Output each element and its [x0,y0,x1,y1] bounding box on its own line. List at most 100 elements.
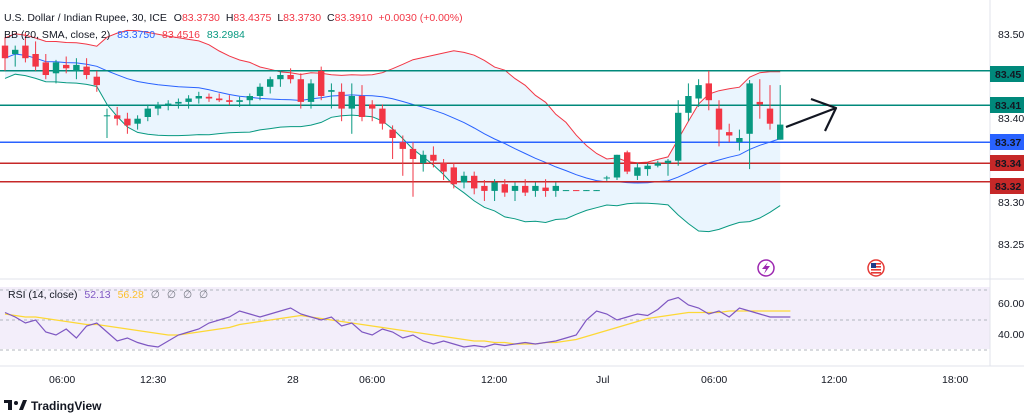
candle[interactable] [369,100,376,122]
us-flag-icon[interactable] [867,259,885,277]
candle[interactable] [226,95,233,106]
level-tag: 83.45 [995,69,1021,81]
candle[interactable] [12,45,19,67]
candle[interactable] [93,70,100,92]
candle[interactable] [216,93,223,102]
rsi-pane[interactable] [0,289,990,351]
time-tick: 06:00 [49,374,75,386]
price-axis[interactable]: 83.500 83.400 83.300 83.250 [998,29,1024,251]
candle[interactable] [603,175,610,181]
candle[interactable] [144,104,151,122]
tradingview-logo[interactable]: TradingView [4,399,102,413]
candle[interactable] [736,129,743,151]
candle[interactable] [318,66,325,101]
candle-body [389,129,396,138]
candle[interactable] [481,180,488,201]
candle[interactable] [267,76,274,94]
rsi-axis[interactable]: 60.00 40.00 [998,298,1024,341]
candle[interactable] [63,56,70,74]
candle[interactable] [654,160,661,168]
candle-body [583,190,590,192]
candle[interactable] [389,125,396,159]
candle-body [83,66,90,75]
candle[interactable] [430,146,437,168]
candle-body [664,160,672,164]
candle[interactable] [542,179,549,197]
candle[interactable] [583,190,590,192]
candle[interactable] [766,85,774,130]
candle[interactable] [532,182,539,197]
candle-body [318,70,325,96]
candle[interactable] [1,37,9,71]
candle[interactable] [42,54,49,80]
candle[interactable] [124,112,131,134]
candle[interactable] [205,93,213,102]
candle[interactable] [573,190,580,192]
candle[interactable] [195,91,202,104]
candle[interactable] [409,142,417,197]
lightning-icon[interactable] [757,259,775,277]
candle[interactable] [348,83,355,134]
candle[interactable] [134,115,141,130]
candle[interactable] [185,95,192,109]
candle[interactable] [491,179,498,201]
candle[interactable] [114,106,121,126]
candle[interactable] [236,96,243,107]
candle[interactable] [624,150,631,175]
candle[interactable] [277,70,284,87]
candle[interactable] [307,79,315,109]
candle[interactable] [501,179,508,197]
candle[interactable] [644,163,651,176]
candle[interactable] [338,83,345,122]
candle-body [460,175,468,183]
candle[interactable] [154,101,162,116]
candle[interactable] [705,70,712,111]
candle[interactable] [22,33,29,63]
candle[interactable] [358,85,366,122]
candle[interactable] [420,150,427,172]
candle[interactable] [379,104,386,130]
candle[interactable] [297,73,304,109]
candle[interactable] [756,79,763,119]
candle[interactable] [634,163,641,180]
candle[interactable] [715,100,723,147]
candle[interactable] [562,190,570,192]
candle[interactable] [399,135,406,176]
candle[interactable] [511,182,519,202]
time-axis[interactable]: 06:00 12:30 28 06:00 12:00 Jul 06:00 12:… [49,374,968,386]
candle-body [73,64,80,71]
candle[interactable] [73,58,80,80]
candle[interactable] [746,80,753,170]
candle[interactable] [613,154,621,180]
candle[interactable] [685,83,692,122]
forecast-arrow-icon[interactable] [785,97,838,132]
candle[interactable] [32,41,39,71]
candle-body [12,49,19,54]
candle[interactable] [328,83,335,109]
candle[interactable] [287,68,294,84]
candle-body [685,96,692,113]
candle[interactable] [175,98,182,109]
candle[interactable] [471,171,478,195]
candle[interactable] [165,100,172,111]
candle[interactable] [440,159,447,180]
candle-body [624,152,631,172]
candle[interactable] [695,79,702,107]
candle[interactable] [256,83,264,101]
candle[interactable] [450,163,457,189]
candle[interactable] [552,182,559,197]
candle[interactable] [460,171,468,189]
candle[interactable] [777,85,784,140]
candle[interactable] [83,58,90,80]
candle[interactable] [52,59,60,84]
candle[interactable] [675,100,682,166]
candle[interactable] [726,123,733,143]
candle[interactable] [103,108,111,138]
candle[interactable] [246,93,253,106]
candle[interactable] [593,190,600,192]
candle[interactable] [522,179,529,196]
candle-body [216,98,223,101]
candle[interactable] [664,159,672,176]
candle-body [267,79,274,87]
